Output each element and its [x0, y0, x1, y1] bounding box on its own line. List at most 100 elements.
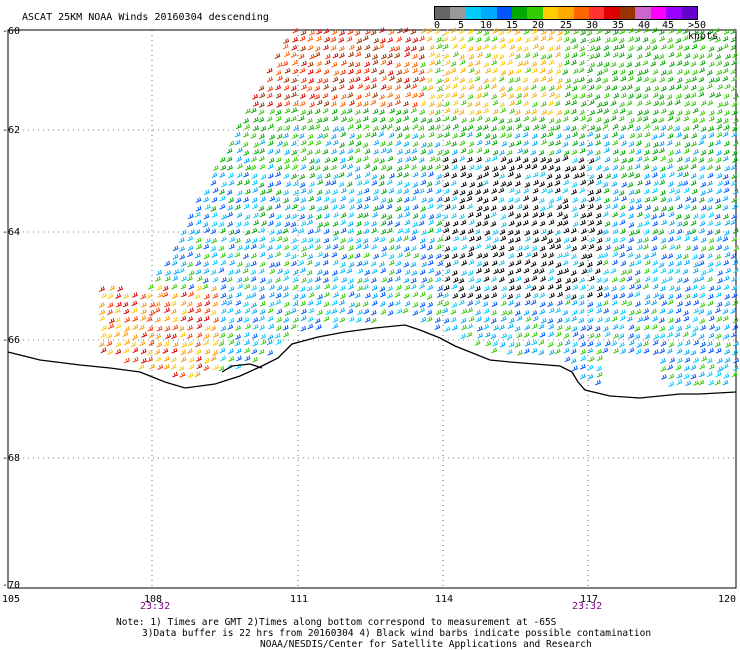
wind-barb [555, 118, 562, 124]
wind-barb [236, 355, 242, 362]
wind-barb [459, 140, 466, 146]
wind-barb [476, 196, 483, 203]
wind-barb [661, 253, 667, 260]
wind-barb [274, 148, 281, 155]
wind-barb [634, 333, 641, 340]
wind-barb [379, 286, 386, 292]
wind-barb [555, 68, 562, 75]
wind-barb [572, 43, 579, 50]
wind-barb [405, 37, 411, 43]
wind-barb [276, 75, 283, 82]
wind-barb [637, 70, 643, 76]
wind-barb [554, 124, 561, 131]
wind-barb [532, 204, 539, 211]
wind-barb [570, 108, 577, 115]
wind-barb [267, 350, 274, 356]
wind-barb [579, 93, 586, 99]
wind-barb [426, 142, 433, 148]
wind-barb [379, 94, 385, 100]
wind-barb [274, 277, 281, 283]
wind-barb [459, 59, 466, 66]
wind-barb [236, 180, 243, 186]
wind-barb [290, 52, 297, 58]
wind-barb [458, 54, 465, 60]
wind-barb [626, 245, 633, 252]
wind-barb [444, 107, 451, 114]
wind-barb [603, 118, 610, 124]
wind-barb [498, 276, 505, 283]
wind-barb [491, 285, 498, 291]
wind-barb [179, 254, 185, 260]
wind-barb [346, 36, 353, 42]
wind-barb [226, 299, 233, 306]
wind-barb [260, 220, 267, 227]
wind-barb [316, 117, 323, 124]
wind-barb [308, 307, 315, 314]
wind-barb [667, 163, 673, 170]
wind-barb [293, 196, 300, 203]
wind-barb [402, 27, 409, 34]
wind-barb [474, 285, 481, 292]
wind-barb [700, 348, 706, 354]
wind-barb [315, 299, 322, 306]
wind-barb [218, 221, 225, 228]
wind-barb [155, 356, 162, 363]
wind-barb [618, 341, 625, 348]
wind-barb [203, 358, 210, 364]
wind-barb [651, 45, 658, 51]
wind-barb [380, 101, 386, 107]
wind-barb [651, 117, 658, 124]
wind-barb [579, 203, 585, 210]
wind-barb [170, 300, 177, 307]
wind-barb [618, 333, 625, 339]
wind-barb [540, 132, 547, 139]
wind-barb [604, 28, 611, 35]
wind-barb [660, 374, 667, 380]
wind-barb [676, 110, 683, 116]
wind-barb [571, 85, 578, 92]
wind-barb [628, 36, 634, 42]
wind-barb [444, 124, 451, 131]
wind-barb [580, 37, 587, 44]
wind-barb [570, 270, 577, 276]
wind-barb [275, 180, 282, 186]
wind-barb [628, 27, 635, 34]
wind-barb [172, 324, 179, 331]
wind-barb [603, 285, 609, 292]
wind-barb [331, 251, 338, 258]
wind-barb [341, 116, 347, 123]
wind-barb [677, 171, 683, 178]
wind-barb [499, 85, 505, 92]
wind-barb [397, 149, 403, 155]
wind-barb [693, 299, 700, 306]
wind-barb [124, 317, 131, 323]
wind-barb [571, 341, 578, 348]
wind-barb [428, 44, 435, 51]
wind-barb [372, 45, 379, 52]
wind-barb [716, 173, 723, 179]
wind-barb [730, 36, 737, 43]
wind-barb [394, 125, 401, 132]
wind-barb [364, 163, 371, 170]
wind-barb [427, 284, 434, 291]
wind-barb [154, 317, 161, 323]
wind-barb [677, 181, 683, 187]
wind-barb [660, 108, 667, 114]
wind-barb [250, 107, 257, 114]
wind-barb [403, 197, 410, 203]
wind-barb [419, 269, 426, 275]
wind-barb [587, 301, 594, 308]
wind-barb [276, 133, 283, 140]
wind-barb [668, 84, 675, 91]
wind-barb [692, 277, 699, 284]
wind-barb [498, 267, 505, 274]
wind-barb [698, 173, 705, 180]
wind-barb [410, 28, 417, 35]
wind-barb [354, 76, 361, 83]
wind-barb [485, 243, 491, 250]
wind-barb [338, 45, 345, 52]
wind-barb [571, 52, 578, 59]
wind-barb [386, 220, 393, 226]
wind-barb [412, 62, 418, 68]
wind-barb [706, 357, 713, 364]
